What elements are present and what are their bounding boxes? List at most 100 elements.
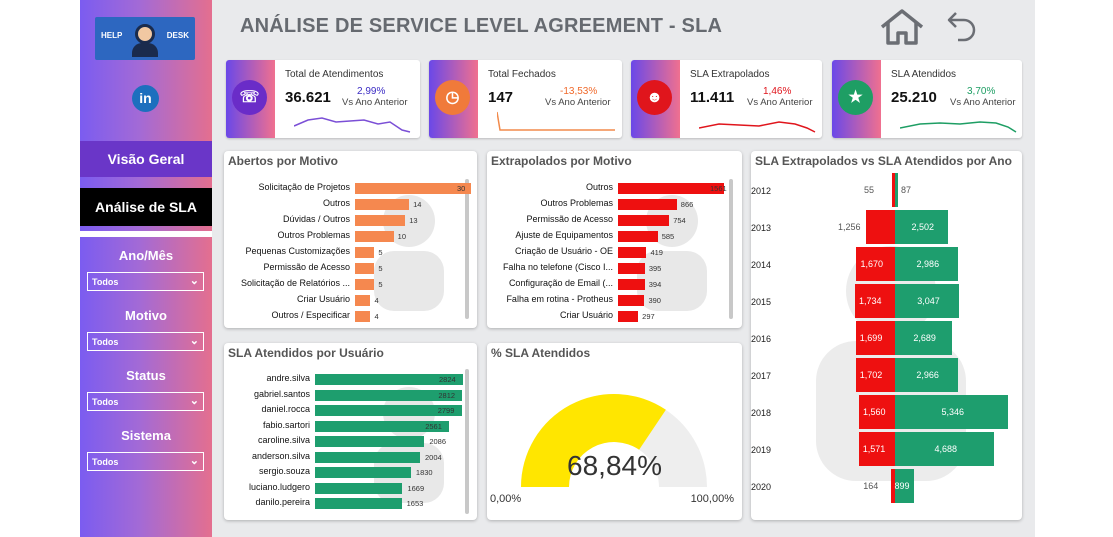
atendidos-value-label: 87 (901, 185, 912, 195)
bar-value-label: 30 (457, 184, 466, 193)
bar-category-label: Permissão de Acesso (263, 262, 350, 272)
slicer-label-status: Status (126, 368, 166, 383)
kpi-card-sla-atendidos: ★ SLA Atendidos 25.210 3,70% Vs Ano Ante… (832, 60, 1022, 138)
atendidos-value-label: 2,966 (916, 370, 939, 380)
bar (355, 183, 471, 194)
bar (355, 311, 371, 322)
bar-category-label: Outros Problemas (540, 198, 613, 208)
bar (315, 420, 450, 432)
bar-value-label: 10 (397, 232, 406, 241)
panel-title: Abertos por Motivo (228, 154, 338, 168)
extrapolados-value-label: 55 (864, 185, 875, 195)
bar-value-label: 1830 (415, 468, 433, 477)
bar-value-label: 866 (680, 200, 694, 209)
nav-analise-sla-button[interactable]: Análise de SLA (80, 188, 212, 226)
bar-category-label: Solicitação de Projetos (258, 182, 350, 192)
year-label: 2017 (751, 371, 772, 381)
bar (618, 231, 658, 242)
scrollbar[interactable] (465, 179, 469, 319)
slicer-sistema-dropdown[interactable]: Todos ⌄ (87, 452, 204, 471)
kpi-change-label: Vs Ano Anterior (950, 97, 1016, 108)
atendidos-value-label: 2,502 (911, 222, 934, 232)
gauge-min-label: 0,00% (490, 493, 522, 505)
bar (315, 374, 463, 385)
extrapolados-value-label: 1,571 (862, 444, 886, 454)
home-icon[interactable] (878, 7, 926, 47)
kpi-change-label: Vs Ano Anterior (545, 97, 611, 108)
bar-category-label: Dúvidas / Outros (282, 214, 350, 224)
bar (355, 247, 375, 258)
kpi-change: 3,70% (967, 86, 996, 97)
bar-value-label: 4 (374, 312, 379, 321)
bar-value-label: 390 (648, 296, 661, 305)
back-arrow-icon[interactable] (946, 9, 978, 43)
atendidos-bar (895, 432, 995, 466)
bar-category-label: andre.silva (266, 373, 310, 383)
atendidos-bar (895, 395, 1008, 429)
extrapolados-value-label: 1,702 (859, 370, 883, 380)
extrapolados-value-label: 1,734 (859, 296, 882, 306)
panel-title: SLA Extrapolados vs SLA Atendidos por An… (755, 154, 1012, 168)
extrapolados-value-label: 1,256 (838, 222, 861, 232)
bar (618, 279, 645, 290)
bar-value-label: 2086 (429, 437, 446, 446)
phone-chat-icon: ☏ (232, 80, 267, 115)
slicer-status-dropdown[interactable]: Todos ⌄ (87, 392, 204, 411)
bar-category-label: Outros (322, 198, 350, 208)
bar-category-label: Falha em rotina - Protheus (506, 294, 613, 304)
bar-category-label: Pequenas Customizações (245, 246, 350, 256)
chevron-down-icon: ⌄ (189, 275, 199, 287)
year-label: 2013 (751, 223, 772, 233)
bar-value-label: 1669 (407, 483, 425, 493)
atendidos-value-label: 3,047 (917, 296, 940, 306)
bar-category-label: Permissão de Acesso (526, 214, 613, 224)
atendidos-bar (895, 247, 959, 281)
bar-category-label: sergio.souza (258, 466, 310, 476)
slicer-value: Todos (92, 457, 119, 467)
bar (315, 482, 403, 494)
bar (315, 436, 425, 447)
panel-title: % SLA Atendidos (491, 346, 591, 360)
bar (355, 279, 375, 290)
kpi-label: Total Fechados (488, 69, 556, 80)
bar (315, 467, 411, 478)
kpi-trend-line (497, 111, 615, 131)
extrapolados-value-label: 1,670 (860, 259, 883, 269)
scrollbar[interactable] (729, 179, 733, 319)
bar-category-label: anderson.silva (251, 450, 310, 461)
kpi-label: SLA Extrapolados (690, 69, 770, 80)
year-label: 2018 (751, 408, 772, 418)
slicer-ano-mes-dropdown[interactable]: Todos ⌄ (87, 272, 204, 291)
sidebar-divider (80, 231, 212, 237)
left-margin (0, 0, 80, 537)
page-title: ANÁLISE DE SERVICE LEVEL AGREEMENT - SLA (240, 15, 723, 37)
slicer-label-motivo: Motivo (125, 308, 167, 323)
extrapolados-value-label: 1,699 (859, 333, 883, 343)
help-desk-logo: HELP DESK (95, 17, 195, 60)
atendidos-value-label: 5,346 (941, 407, 965, 417)
logo-person-head (135, 24, 155, 44)
extrapolados-bar (892, 173, 895, 207)
bar-value-label: 394 (648, 280, 662, 289)
slicer-label-sistema: Sistema (121, 428, 171, 443)
panel-extrapolados-vs-atendidos-por-ano: SLA Extrapolados vs SLA Atendidos por An… (751, 151, 1022, 520)
linkedin-icon[interactable]: in (132, 85, 159, 112)
nav-visao-geral-button[interactable]: Visão Geral (80, 141, 212, 177)
bar-value-label: 5 (378, 264, 383, 273)
atendidos-value-label: 2,986 (916, 259, 940, 269)
atendidos-bar (895, 284, 960, 318)
atendidos-value-label: 899 (894, 481, 910, 491)
atendidos-bar (895, 358, 958, 392)
year-label: 2016 (751, 334, 772, 344)
panel-title: Extrapolados por Motivo (491, 154, 632, 168)
kpi-change-label: Vs Ano Anterior (342, 97, 408, 108)
logo-text-right: DESK (166, 31, 189, 40)
atendidos-bar (895, 173, 898, 207)
bar-category-label: caroline.silva (257, 435, 310, 445)
bar-value-label: 13 (409, 216, 418, 225)
year-label: 2014 (751, 260, 772, 270)
slicer-motivo-dropdown[interactable]: Todos ⌄ (87, 332, 204, 351)
bar-value-label: 4 (374, 296, 379, 305)
scrollbar[interactable] (465, 369, 469, 514)
bar-category-label: Configuração de Email (... (508, 278, 613, 288)
